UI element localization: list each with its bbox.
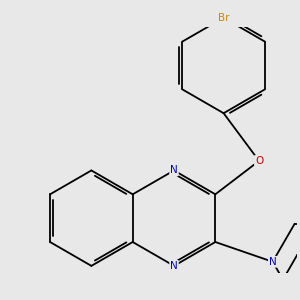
- Text: O: O: [255, 156, 263, 166]
- Text: Br: Br: [218, 13, 230, 23]
- Text: N: N: [170, 165, 178, 176]
- Text: N: N: [170, 261, 178, 271]
- Text: N: N: [269, 257, 277, 267]
